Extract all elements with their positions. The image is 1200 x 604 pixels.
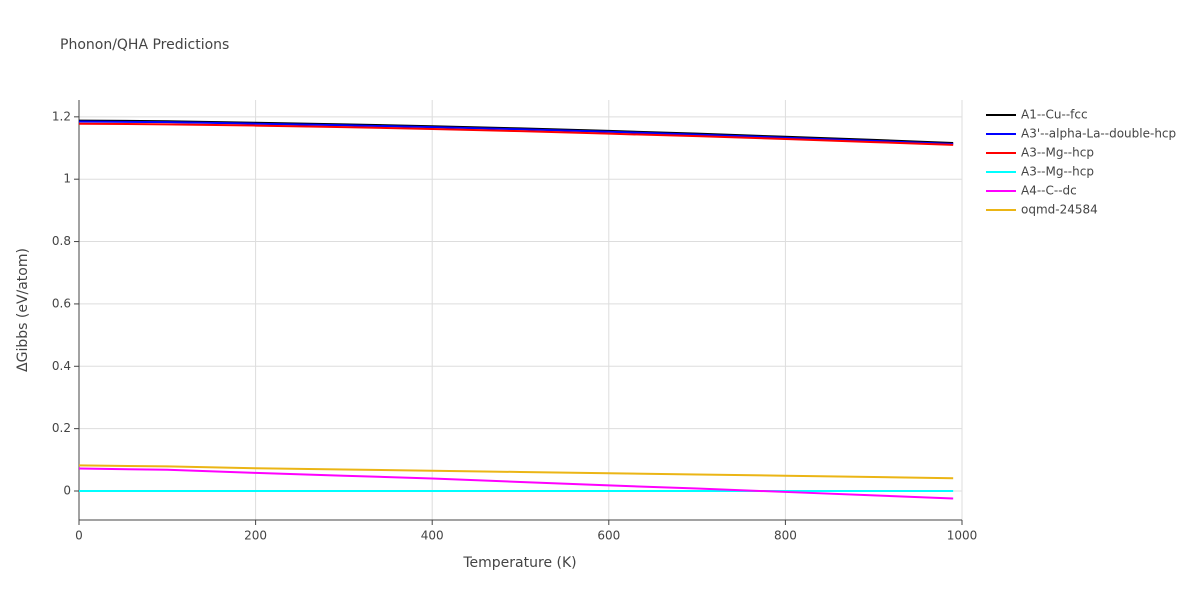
series-line (78, 120, 954, 145)
series-line (78, 464, 954, 480)
x-axis-label: Temperature (K) (462, 555, 576, 571)
x-tick-label: 400 (421, 529, 444, 543)
x-tick-label: 600 (597, 529, 620, 543)
legend-label: A3'--alpha-La--double-hcp (1021, 127, 1176, 141)
chart-title: Phonon/QHA Predictions (60, 37, 229, 53)
y-axis-label: ΔGibbs (eV/atom) (15, 248, 31, 372)
x-tick-label: 0 (75, 529, 83, 543)
legend-label: A1--Cu--fcc (1021, 108, 1088, 122)
legend-label: oqmd-24584 (1021, 203, 1098, 217)
y-tick-label: 0.4 (52, 359, 71, 373)
y-tick-label: 1 (63, 172, 71, 186)
y-tick-label: 0.6 (52, 296, 71, 310)
y-tick-label: 1.2 (52, 109, 71, 123)
y-tick-label: 0.8 (52, 234, 71, 248)
y-tick-label: 0.2 (52, 421, 71, 435)
series-line (78, 467, 954, 500)
legend-label: A4--C--dc (1021, 184, 1077, 198)
x-tick-label: 800 (774, 529, 797, 543)
x-tick-label: 200 (244, 529, 267, 543)
y-tick-label: 0 (63, 484, 71, 498)
legend-label: A3--Mg--hcp (1021, 165, 1094, 179)
legend-label: A3--Mg--hcp (1021, 146, 1094, 160)
series-line (78, 122, 954, 146)
x-tick-label: 1000 (947, 529, 978, 543)
